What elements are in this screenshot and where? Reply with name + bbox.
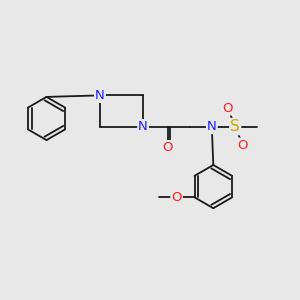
- Text: O: O: [163, 141, 173, 154]
- Text: O: O: [238, 139, 248, 152]
- Text: N: N: [138, 120, 148, 133]
- Text: S: S: [230, 119, 240, 134]
- Text: N: N: [207, 120, 217, 133]
- Text: O: O: [223, 101, 233, 115]
- Text: N: N: [95, 89, 105, 102]
- Text: O: O: [171, 191, 182, 204]
